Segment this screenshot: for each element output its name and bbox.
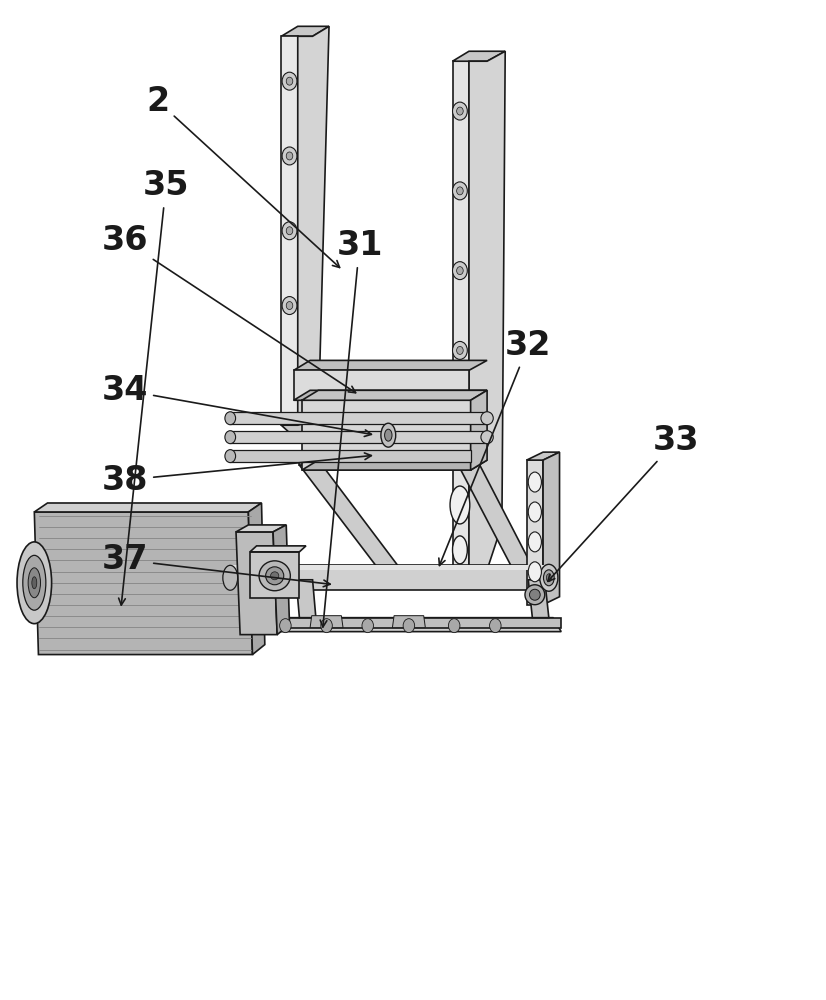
Ellipse shape: [529, 502, 541, 522]
Polygon shape: [250, 552, 299, 598]
Polygon shape: [453, 61, 469, 570]
Ellipse shape: [225, 412, 235, 425]
Circle shape: [287, 302, 292, 310]
Polygon shape: [458, 460, 536, 580]
Polygon shape: [471, 390, 487, 470]
Polygon shape: [35, 512, 253, 655]
Polygon shape: [225, 618, 561, 628]
Circle shape: [287, 77, 292, 85]
Circle shape: [282, 222, 297, 240]
Polygon shape: [301, 390, 487, 400]
Circle shape: [457, 267, 463, 275]
Polygon shape: [458, 455, 477, 465]
Ellipse shape: [32, 577, 37, 589]
Ellipse shape: [266, 567, 284, 585]
Circle shape: [453, 182, 468, 200]
Circle shape: [403, 619, 415, 633]
Polygon shape: [469, 51, 506, 570]
Polygon shape: [230, 431, 487, 443]
Polygon shape: [249, 503, 265, 655]
Ellipse shape: [225, 431, 235, 444]
Circle shape: [490, 619, 501, 633]
Polygon shape: [282, 26, 329, 36]
Polygon shape: [297, 26, 329, 425]
Polygon shape: [527, 452, 559, 460]
Text: 37: 37: [102, 543, 330, 587]
Circle shape: [453, 262, 468, 280]
Polygon shape: [299, 460, 405, 580]
Ellipse shape: [529, 589, 540, 600]
Polygon shape: [35, 503, 262, 512]
Polygon shape: [250, 546, 306, 552]
Polygon shape: [225, 618, 561, 632]
Polygon shape: [527, 460, 543, 605]
Polygon shape: [236, 525, 287, 532]
Polygon shape: [273, 525, 290, 635]
Ellipse shape: [17, 542, 51, 624]
Text: 31: 31: [320, 229, 382, 627]
Circle shape: [280, 619, 291, 633]
Polygon shape: [301, 400, 471, 470]
Ellipse shape: [28, 568, 40, 598]
Ellipse shape: [381, 423, 396, 447]
Circle shape: [449, 619, 460, 633]
Ellipse shape: [259, 561, 291, 591]
Ellipse shape: [450, 486, 470, 524]
Ellipse shape: [223, 565, 238, 590]
Polygon shape: [230, 565, 548, 590]
Polygon shape: [230, 412, 487, 424]
Polygon shape: [230, 450, 471, 462]
Ellipse shape: [385, 429, 392, 441]
Text: 38: 38: [102, 453, 372, 497]
Text: 2: 2: [146, 85, 339, 268]
Polygon shape: [392, 616, 425, 628]
Ellipse shape: [546, 574, 551, 582]
Polygon shape: [301, 460, 487, 470]
Ellipse shape: [539, 564, 558, 591]
Circle shape: [457, 187, 463, 195]
Text: 33: 33: [548, 424, 700, 581]
Ellipse shape: [481, 431, 493, 444]
Circle shape: [320, 619, 332, 633]
Ellipse shape: [544, 570, 554, 586]
Ellipse shape: [529, 472, 541, 492]
Circle shape: [287, 152, 292, 160]
Circle shape: [457, 107, 463, 115]
Polygon shape: [293, 360, 487, 370]
Polygon shape: [299, 455, 318, 465]
Text: 34: 34: [102, 374, 372, 436]
Text: 35: 35: [119, 169, 189, 605]
Polygon shape: [310, 616, 343, 628]
Text: 36: 36: [102, 224, 356, 393]
Circle shape: [457, 346, 463, 354]
Polygon shape: [529, 580, 548, 618]
Polygon shape: [543, 452, 559, 605]
Ellipse shape: [453, 536, 468, 564]
Polygon shape: [236, 532, 278, 635]
Circle shape: [362, 619, 373, 633]
Ellipse shape: [225, 450, 235, 463]
Circle shape: [282, 147, 297, 165]
Ellipse shape: [481, 412, 493, 425]
Ellipse shape: [529, 532, 541, 552]
Polygon shape: [282, 420, 318, 440]
Ellipse shape: [529, 562, 541, 582]
Circle shape: [287, 227, 292, 235]
Polygon shape: [293, 390, 487, 400]
Ellipse shape: [23, 555, 45, 610]
Polygon shape: [293, 370, 469, 400]
Ellipse shape: [525, 585, 544, 605]
Polygon shape: [282, 36, 297, 425]
Polygon shape: [230, 565, 548, 570]
Circle shape: [453, 102, 468, 120]
Polygon shape: [453, 51, 506, 61]
Circle shape: [282, 297, 297, 315]
Polygon shape: [296, 580, 316, 618]
Ellipse shape: [271, 572, 279, 580]
Circle shape: [282, 72, 297, 90]
Text: 32: 32: [439, 329, 552, 566]
Circle shape: [453, 341, 468, 359]
